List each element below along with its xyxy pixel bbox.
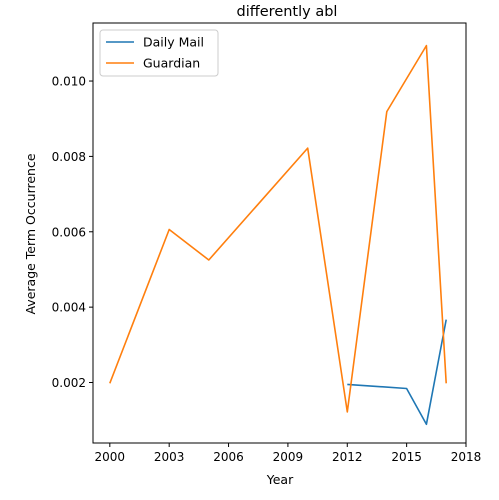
y-tick-label: 0.010 xyxy=(52,75,86,89)
x-tick-label: 2009 xyxy=(273,450,304,464)
y-tick-label: 0.004 xyxy=(52,301,86,315)
y-tick-label: 0.002 xyxy=(52,376,86,390)
y-tick-label: 0.008 xyxy=(52,150,86,164)
x-tick-label: 2000 xyxy=(95,450,126,464)
legend: Daily Mail Guardian xyxy=(99,29,219,77)
legend-label: Daily Mail xyxy=(143,35,204,50)
y-axis: 0.002 0.004 0.006 0.008 0.010 xyxy=(52,75,93,390)
chart-title: differently abl xyxy=(237,4,338,20)
x-tick-label: 2015 xyxy=(391,450,422,464)
series-line-guardian xyxy=(109,44,447,413)
legend-label: Guardian xyxy=(143,56,200,71)
plot-series xyxy=(109,44,447,426)
y-axis-label: Average Term Occurrence xyxy=(23,153,38,314)
x-tick-label: 2012 xyxy=(332,450,363,464)
x-tick-label: 2003 xyxy=(154,450,185,464)
x-axis-label: Year xyxy=(266,472,294,487)
series-line-daily-mail xyxy=(347,319,447,426)
x-axis: 2000 2003 2006 2009 2012 2015 2018 xyxy=(95,443,482,464)
x-tick-label: 2006 xyxy=(213,450,244,464)
y-tick-label: 0.006 xyxy=(52,225,86,239)
plot-frame xyxy=(92,22,467,444)
x-tick-label: 2018 xyxy=(451,450,482,464)
